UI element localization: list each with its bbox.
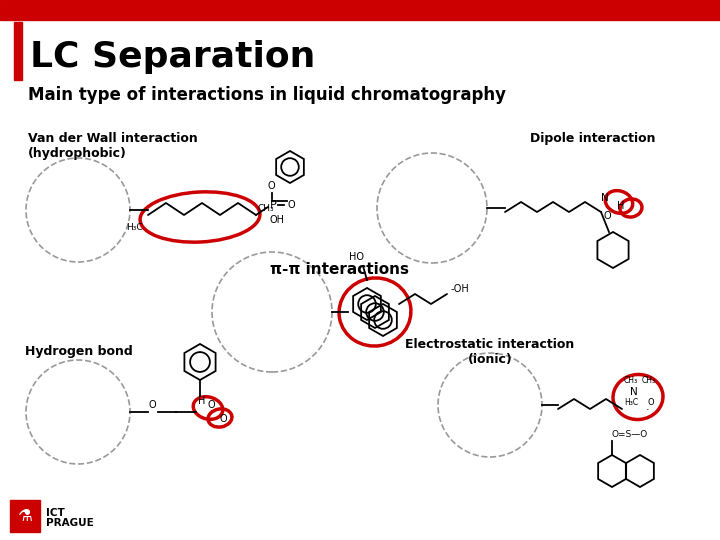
Text: Dipole interaction: Dipole interaction bbox=[530, 132, 655, 145]
Text: H: H bbox=[617, 201, 625, 211]
Text: H₃C: H₃C bbox=[127, 223, 143, 232]
Text: N: N bbox=[630, 387, 638, 397]
Text: O=S—O: O=S—O bbox=[612, 430, 648, 439]
Text: O: O bbox=[648, 398, 654, 407]
Text: Main type of interactions in liquid chromatography: Main type of interactions in liquid chro… bbox=[28, 86, 506, 104]
Text: OH: OH bbox=[270, 215, 285, 225]
Text: HO: HO bbox=[349, 252, 364, 262]
Text: O: O bbox=[208, 400, 215, 410]
Text: PRAGUE: PRAGUE bbox=[46, 518, 94, 528]
Text: ⚗: ⚗ bbox=[17, 507, 32, 525]
Text: CH₃: CH₃ bbox=[258, 204, 274, 213]
Text: π-π interactions: π-π interactions bbox=[271, 262, 410, 277]
Bar bbox=[14, 22, 22, 80]
Text: LC Separation: LC Separation bbox=[30, 40, 315, 74]
Text: Electrostatic interaction
(ionic): Electrostatic interaction (ionic) bbox=[405, 338, 575, 366]
Text: O: O bbox=[148, 400, 156, 410]
Text: O: O bbox=[220, 414, 228, 424]
Text: O: O bbox=[603, 211, 611, 221]
Text: H₃C: H₃C bbox=[624, 398, 638, 407]
Bar bbox=[10, 500, 40, 532]
Text: O: O bbox=[287, 200, 294, 210]
Text: -OH: -OH bbox=[451, 284, 469, 294]
Text: CH₃: CH₃ bbox=[642, 376, 656, 385]
Text: H: H bbox=[198, 396, 205, 406]
Bar bbox=[0, 0, 720, 20]
Text: ICT: ICT bbox=[46, 508, 65, 518]
Text: CH₃: CH₃ bbox=[624, 376, 638, 385]
Text: N: N bbox=[601, 193, 609, 203]
Text: P: P bbox=[270, 200, 276, 210]
Text: ·: · bbox=[646, 405, 649, 415]
Text: Hydrogen bond: Hydrogen bond bbox=[25, 345, 132, 358]
Text: O: O bbox=[267, 181, 275, 191]
Text: Van der Wall interaction
(hydrophobic): Van der Wall interaction (hydrophobic) bbox=[28, 132, 198, 160]
